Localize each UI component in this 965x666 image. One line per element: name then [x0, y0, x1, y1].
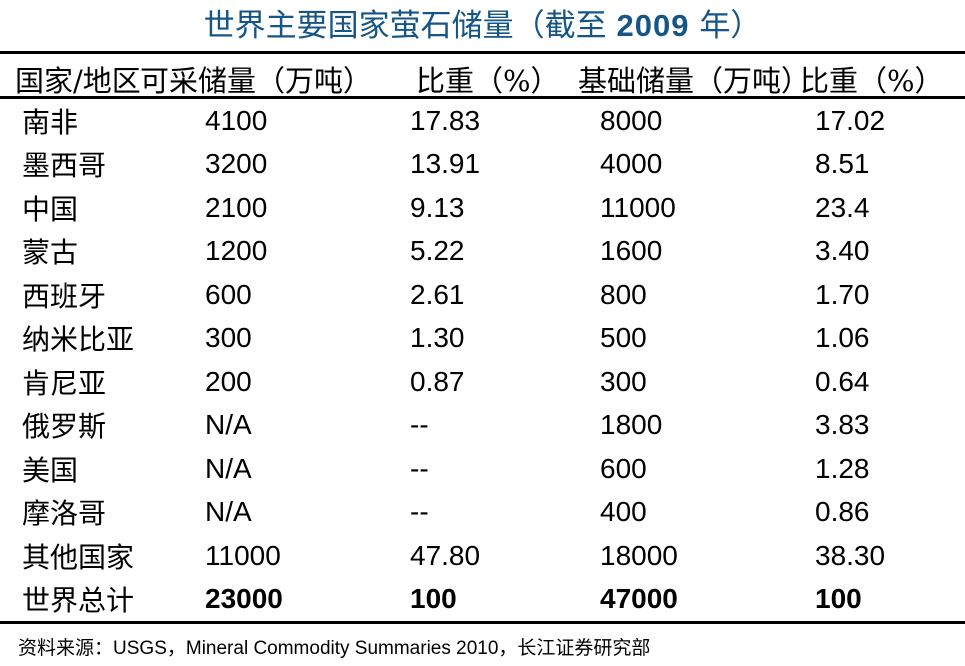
- cell-country: 纳米比亚: [22, 323, 135, 357]
- bottom-rule: [0, 621, 965, 624]
- cell-base: 8000: [600, 104, 663, 136]
- cell-country: 其他国家: [22, 540, 135, 574]
- cell-country: 西班牙: [22, 279, 107, 313]
- cell-base: 1600: [600, 235, 663, 267]
- cell-recoverable-share: --: [410, 409, 429, 441]
- cell-base-share: 17.02: [815, 104, 886, 136]
- cell-base-share: 3.40: [815, 235, 870, 267]
- cell-base-share: 0.86: [815, 496, 870, 528]
- source-label: 资料来源：: [18, 637, 114, 659]
- cell-recoverable: 3200: [205, 148, 268, 180]
- cell-recoverable-share: 2.61: [410, 278, 465, 310]
- cell-recoverable: 23000: [205, 583, 283, 615]
- cell-recoverable: 4100: [205, 104, 268, 136]
- column-header-recoverable-share: 比重（%）: [416, 64, 560, 98]
- cell-country: 南非: [22, 105, 79, 139]
- cell-country: 中国: [22, 192, 79, 226]
- cell-base: 600: [600, 452, 647, 484]
- cell-base-share: 100: [815, 583, 862, 615]
- cell-country: 俄罗斯: [22, 410, 107, 444]
- table-row-total: 世界总计 23000 100 47000 100: [0, 578, 965, 622]
- source-latin: USGS，Mineral Commodity Summaries 2010，: [113, 638, 518, 659]
- cell-base-share: 23.4: [815, 191, 870, 223]
- cell-recoverable-share: 9.13: [410, 191, 465, 223]
- table-row: 摩洛哥 N/A -- 400 0.86: [0, 491, 965, 535]
- title-suffix: 年）: [689, 8, 762, 44]
- cell-country: 美国: [22, 453, 79, 487]
- column-header-base-reserves: 基础储量（万吨）: [578, 64, 811, 98]
- cell-base: 18000: [600, 539, 678, 571]
- cell-recoverable: N/A: [205, 496, 252, 528]
- cell-recoverable: N/A: [205, 409, 252, 441]
- cell-recoverable: N/A: [205, 452, 252, 484]
- table-row: 蒙古 1200 5.22 1600 3.40: [0, 230, 965, 274]
- cell-base: 400: [600, 496, 647, 528]
- cell-recoverable-share: 5.22: [410, 235, 465, 267]
- title-text: 世界主要国家萤石储量（截至: [203, 8, 617, 44]
- header-rule: [0, 96, 965, 99]
- cell-recoverable-share: 0.87: [410, 365, 465, 397]
- cell-recoverable-share: 100: [410, 583, 457, 615]
- cell-base: 500: [600, 322, 647, 354]
- cell-base-share: 1.28: [815, 452, 870, 484]
- cell-base: 300: [600, 365, 647, 397]
- cell-base: 800: [600, 278, 647, 310]
- cell-recoverable: 11000: [205, 539, 281, 571]
- cell-base-share: 0.64: [815, 365, 870, 397]
- cell-recoverable-share: 13.91: [410, 148, 481, 180]
- cell-recoverable: 1200: [205, 235, 268, 267]
- cell-recoverable-share: --: [410, 452, 429, 484]
- cell-base: 1800: [600, 409, 663, 441]
- table-body: 南非 4100 17.83 8000 17.02 墨西哥 3200 13.91 …: [0, 99, 965, 621]
- column-header-recoverable-reserves: 可采储量（万吨）: [140, 64, 373, 98]
- cell-recoverable: 600: [205, 278, 252, 310]
- cell-country: 墨西哥: [22, 149, 107, 183]
- cell-base-share: 1.70: [815, 278, 870, 310]
- cell-recoverable-share: --: [410, 496, 429, 528]
- cell-base-share: 8.51: [815, 148, 870, 180]
- cell-base-share: 38.30: [815, 539, 886, 571]
- table-row: 俄罗斯 N/A -- 1800 3.83: [0, 404, 965, 448]
- cell-base: 11000: [600, 191, 676, 223]
- cell-recoverable-share: 47.80: [410, 539, 481, 571]
- cell-recoverable: 2100: [205, 191, 268, 223]
- cell-country: 世界总计: [22, 584, 135, 618]
- table-row: 南非 4100 17.83 8000 17.02: [0, 99, 965, 143]
- cell-base-share: 1.06: [815, 322, 870, 354]
- table-row: 中国 2100 9.13 11000 23.4: [0, 186, 965, 230]
- cell-recoverable-share: 1.30: [410, 322, 465, 354]
- source-note: 资料来源：USGS，Mineral Commodity Summaries 20…: [0, 624, 965, 660]
- top-rule: [0, 51, 965, 54]
- table-row: 肯尼亚 200 0.87 300 0.64: [0, 360, 965, 404]
- cell-base: 47000: [600, 583, 678, 615]
- cell-country: 肯尼亚: [22, 366, 107, 400]
- page-title: 世界主要国家萤石储量（截至 2009 年）: [0, 0, 965, 51]
- cell-recoverable-share: 17.83: [410, 104, 481, 136]
- source-organization: 长江证券研究部: [517, 637, 651, 659]
- table-header-row: 国家/地区 可采储量（万吨） 比重（%） 基础储量（万吨） 比重（%）: [0, 54, 965, 98]
- cell-base: 4000: [600, 148, 663, 180]
- table-row: 墨西哥 3200 13.91 4000 8.51: [0, 143, 965, 187]
- table-row: 西班牙 600 2.61 800 1.70: [0, 273, 965, 317]
- title-year: 2009: [616, 8, 690, 43]
- column-header-country: 国家/地区: [15, 64, 141, 98]
- cell-base-share: 3.83: [815, 409, 870, 441]
- table-row: 纳米比亚 300 1.30 500 1.06: [0, 317, 965, 361]
- cell-country: 摩洛哥: [22, 497, 107, 531]
- table-row: 美国 N/A -- 600 1.28: [0, 447, 965, 491]
- column-header-base-share: 比重（%）: [800, 64, 944, 98]
- cell-recoverable: 300: [205, 322, 252, 354]
- cell-country: 蒙古: [22, 236, 79, 270]
- cell-recoverable: 200: [205, 365, 252, 397]
- table-row: 其他国家 11000 47.80 18000 38.30: [0, 534, 965, 578]
